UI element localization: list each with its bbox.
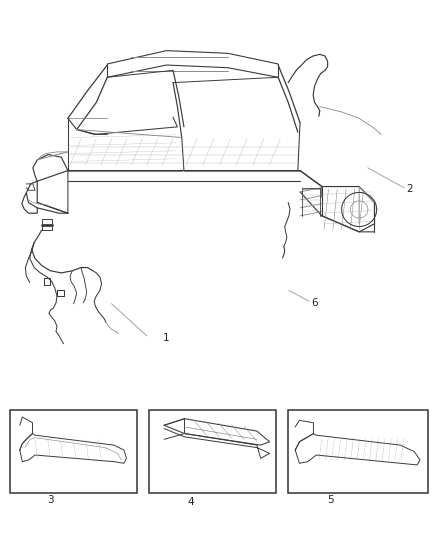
Text: 3: 3: [47, 495, 54, 505]
Text: 4: 4: [187, 497, 194, 507]
Text: 2: 2: [406, 184, 413, 194]
Text: 5: 5: [327, 495, 334, 505]
Text: 1: 1: [163, 334, 170, 343]
Text: 6: 6: [311, 298, 318, 308]
Bar: [10, 410, 137, 493]
Bar: [288, 410, 428, 493]
Bar: [149, 410, 276, 493]
